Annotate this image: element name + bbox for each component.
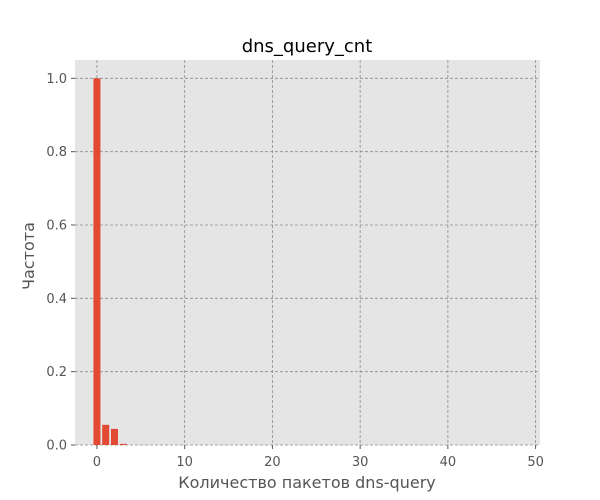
bar — [93, 78, 101, 445]
y-tick-label: 0.4 — [46, 292, 67, 307]
grid-lines — [75, 60, 540, 446]
y-tick-label: 0.6 — [46, 219, 67, 234]
x-tick-label: 10 — [176, 455, 193, 470]
x-tick-label: 0 — [93, 455, 101, 470]
x-axis-label: Количество пакетов dns-query — [178, 473, 435, 492]
bar — [119, 443, 127, 445]
bars — [93, 78, 127, 445]
x-tick-label: 40 — [440, 455, 457, 470]
plot-area — [75, 60, 540, 445]
y-axis-label: Частота — [19, 222, 38, 290]
chart-title: dns_query_cnt — [242, 36, 373, 57]
y-tick-label: 0.0 — [46, 439, 67, 454]
y-tick-label: 0.8 — [46, 145, 67, 160]
x-tick-label: 20 — [264, 455, 281, 470]
y-axis-ticks: 0.0 0.2 0.4 0.6 0.8 1.0 — [46, 72, 75, 454]
x-axis-ticks: 0 10 20 30 40 50 — [93, 445, 544, 470]
bar — [110, 428, 118, 445]
x-tick-label: 50 — [527, 455, 544, 470]
y-tick-label: 0.2 — [46, 365, 67, 380]
y-tick-label: 1.0 — [46, 72, 67, 87]
x-tick-label: 30 — [352, 455, 369, 470]
bar — [102, 424, 110, 445]
